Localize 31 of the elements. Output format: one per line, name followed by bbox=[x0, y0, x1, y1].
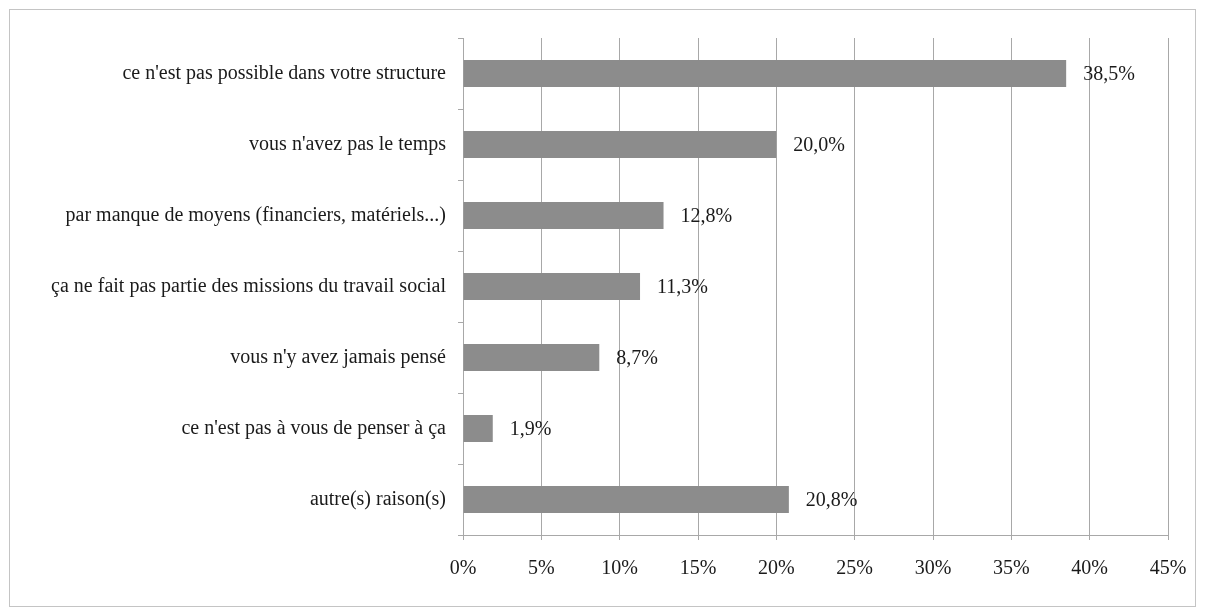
y-tick-label: vous n'y avez jamais pensé bbox=[230, 344, 447, 368]
data-label: 38,5% bbox=[1083, 61, 1135, 84]
x-tick-label: 20% bbox=[758, 556, 795, 579]
bar bbox=[463, 344, 600, 371]
x-tick-label: 0% bbox=[449, 556, 477, 579]
y-tick-label: ça ne fait pas partie des missions du travail social bbox=[51, 273, 447, 297]
x-tick-label: 5% bbox=[528, 556, 555, 579]
y-tick-label: par manque de moyens (financiers, matériels...) bbox=[65, 202, 446, 226]
data-label: 20,0% bbox=[793, 132, 846, 155]
data-label: 11,3% bbox=[657, 274, 708, 297]
bar bbox=[463, 60, 1067, 87]
bar bbox=[463, 131, 777, 158]
data-label: 20,8% bbox=[805, 487, 858, 510]
data-label: 8,7% bbox=[616, 345, 658, 368]
x-tick-label: 45% bbox=[1149, 556, 1187, 579]
bar bbox=[463, 415, 493, 442]
y-tick-label: ce n'est pas à vous de penser à ça bbox=[181, 415, 447, 439]
y-tick-label: ce n'est pas possible dans votre structure bbox=[122, 60, 447, 84]
x-tick-label: 15% bbox=[679, 556, 717, 579]
x-tick-label: 30% bbox=[914, 556, 952, 579]
x-tick-label: 40% bbox=[1071, 556, 1108, 579]
y-tick-label: autre(s) raison(s) bbox=[309, 486, 446, 510]
x-tick-label: 35% bbox=[993, 556, 1030, 579]
data-label: 1,9% bbox=[509, 416, 552, 439]
bar bbox=[463, 202, 664, 229]
bar bbox=[463, 486, 789, 513]
data-label: 12,8% bbox=[680, 203, 733, 226]
x-tick-label: 10% bbox=[601, 556, 638, 579]
bar bbox=[463, 273, 641, 300]
x-tick-label: 25% bbox=[836, 556, 873, 579]
y-tick-label: vous n'avez pas le temps bbox=[249, 131, 447, 155]
